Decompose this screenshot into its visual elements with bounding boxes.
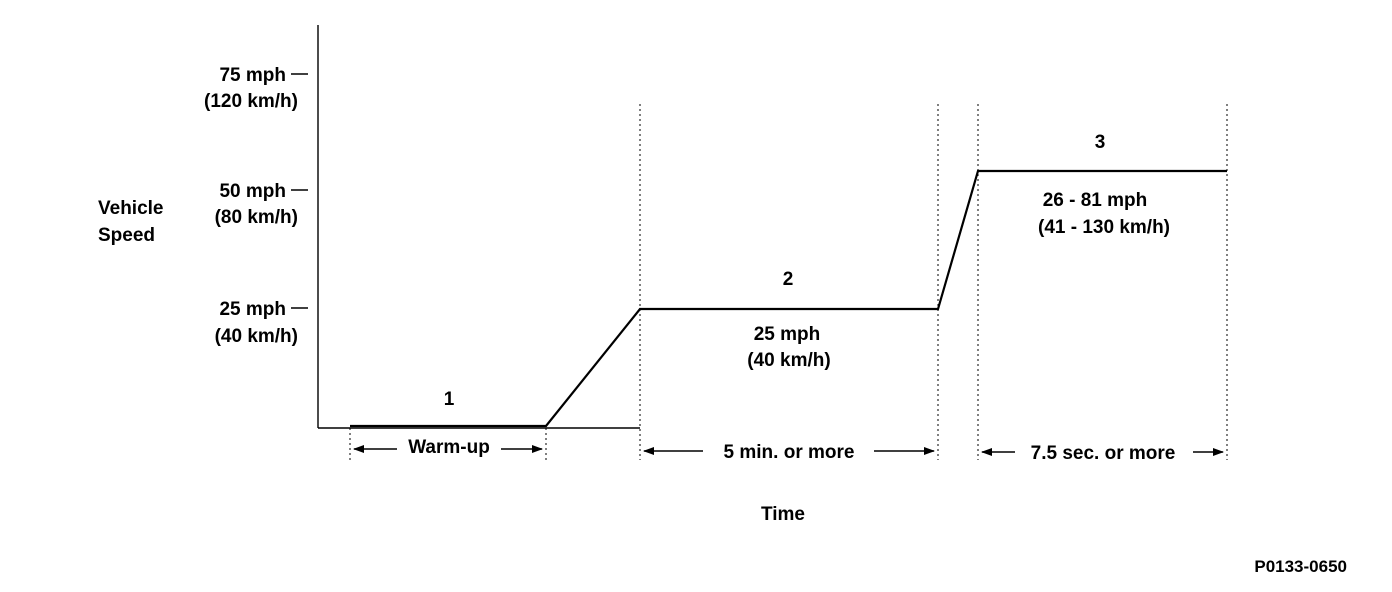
phase-3-number: 3: [1095, 132, 1106, 153]
x-axis-label: Time: [761, 504, 805, 525]
phase2-arrow-left-head: [643, 447, 654, 455]
y-axis-label-line1: Vehicle: [98, 198, 164, 219]
phase-2-duration: 5 min. or more: [724, 442, 855, 463]
warmup-arrow-left-head: [353, 445, 364, 453]
y-tick-25-kmh: (40 km/h): [215, 326, 298, 347]
speed-profile-line: [350, 169, 1227, 428]
phase-2-number: 2: [783, 269, 794, 290]
phase-2-speed-kmh: (40 km/h): [747, 350, 830, 371]
phase2-arrow-right-head: [924, 447, 935, 455]
phase-3-speed-mph: 26 - 81 mph: [1043, 190, 1148, 211]
phase3-arrow-left-head: [981, 448, 992, 456]
y-axis-label-line2: Speed: [98, 225, 155, 246]
phase-1-duration: Warm-up: [408, 437, 490, 458]
y-tick-50-mph: 50 mph: [219, 181, 286, 202]
phase3-arrow-right-head: [1213, 448, 1224, 456]
phase-2-speed-mph: 25 mph: [754, 324, 821, 345]
phase-3-speed-kmh: (41 - 130 km/h): [1038, 217, 1170, 238]
figure-id: P0133-0650: [1254, 557, 1347, 576]
warmup-arrow-right-head: [532, 445, 543, 453]
phase-3-duration: 7.5 sec. or more: [1031, 443, 1176, 464]
y-tick-75-kmh: (120 km/h): [204, 91, 298, 112]
phase-1-number: 1: [444, 389, 455, 410]
y-tick-25-mph: 25 mph: [219, 299, 286, 320]
y-tick-50-kmh: (80 km/h): [215, 207, 298, 228]
y-tick-75-mph: 75 mph: [219, 65, 286, 86]
